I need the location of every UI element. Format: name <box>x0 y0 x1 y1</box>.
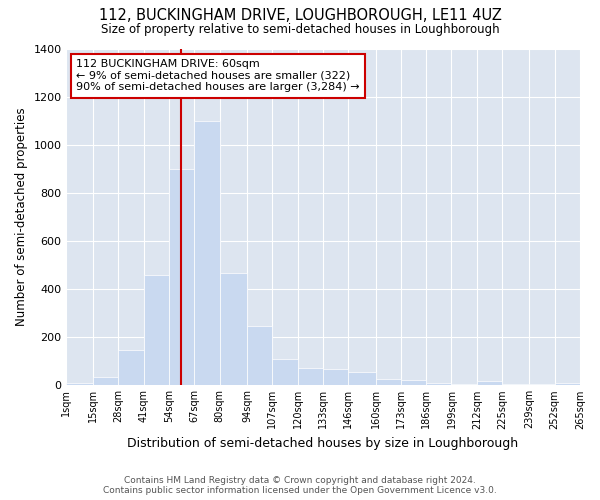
Bar <box>529 384 554 385</box>
X-axis label: Distribution of semi-detached houses by size in Loughborough: Distribution of semi-detached houses by … <box>127 437 518 450</box>
Bar <box>451 384 477 385</box>
Y-axis label: Number of semi-detached properties: Number of semi-detached properties <box>15 108 28 326</box>
Bar <box>477 382 502 385</box>
Bar <box>144 274 169 385</box>
Bar <box>247 326 272 385</box>
Bar <box>169 169 194 385</box>
Bar <box>194 121 220 385</box>
Text: 112 BUCKINGHAM DRIVE: 60sqm
← 9% of semi-detached houses are smaller (322)
90% o: 112 BUCKINGHAM DRIVE: 60sqm ← 9% of semi… <box>76 59 360 92</box>
Bar <box>502 384 529 385</box>
Bar <box>272 358 298 385</box>
Text: Size of property relative to semi-detached houses in Loughborough: Size of property relative to semi-detach… <box>101 22 499 36</box>
Bar <box>426 382 451 385</box>
Bar <box>376 379 401 385</box>
Bar <box>323 370 348 385</box>
Bar <box>298 368 323 385</box>
Bar <box>401 380 426 385</box>
Bar <box>348 372 376 385</box>
Bar <box>554 382 580 385</box>
Bar <box>118 350 144 385</box>
Text: Contains HM Land Registry data © Crown copyright and database right 2024.
Contai: Contains HM Land Registry data © Crown c… <box>103 476 497 495</box>
Bar <box>220 274 247 385</box>
Text: 112, BUCKINGHAM DRIVE, LOUGHBOROUGH, LE11 4UZ: 112, BUCKINGHAM DRIVE, LOUGHBOROUGH, LE1… <box>98 8 502 22</box>
Bar <box>66 382 93 385</box>
Bar <box>93 376 118 385</box>
